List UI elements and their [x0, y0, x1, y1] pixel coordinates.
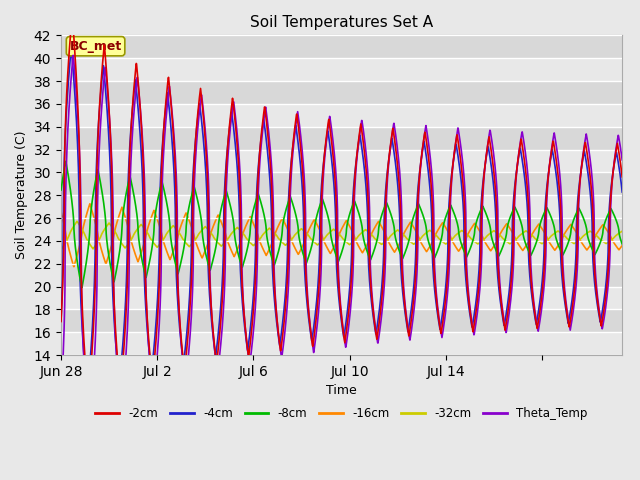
Bar — [61, 149, 622, 172]
Bar — [61, 104, 622, 127]
Bar — [61, 241, 622, 264]
Bar — [61, 172, 622, 195]
Bar — [61, 287, 622, 309]
Bar — [61, 58, 622, 81]
Bar — [61, 218, 622, 241]
Bar — [61, 195, 622, 218]
Title: Soil Temperatures Set A: Soil Temperatures Set A — [250, 15, 433, 30]
Bar — [61, 309, 622, 332]
Text: BC_met: BC_met — [70, 40, 122, 53]
Bar — [61, 81, 622, 104]
Bar — [61, 264, 622, 287]
X-axis label: Time: Time — [326, 384, 357, 397]
Y-axis label: Soil Temperature (C): Soil Temperature (C) — [15, 131, 28, 259]
Legend: -2cm, -4cm, -8cm, -16cm, -32cm, Theta_Temp: -2cm, -4cm, -8cm, -16cm, -32cm, Theta_Te… — [91, 402, 593, 425]
Bar — [61, 36, 622, 58]
Bar — [61, 127, 622, 149]
Bar — [61, 332, 622, 355]
